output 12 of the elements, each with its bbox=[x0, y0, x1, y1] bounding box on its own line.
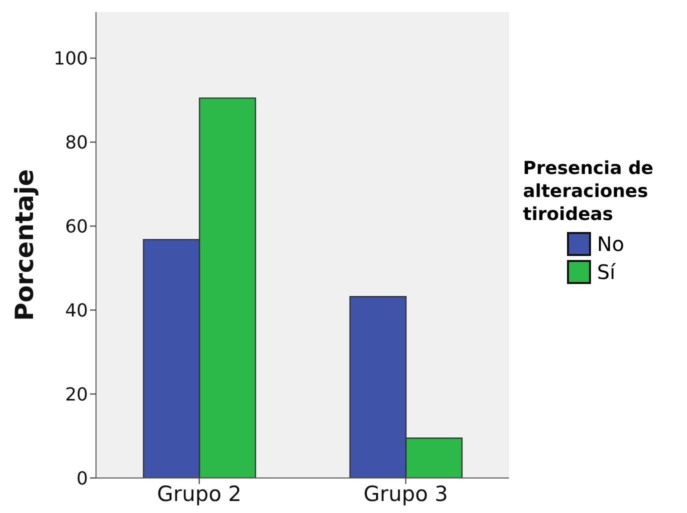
y-tick-label: 80 bbox=[65, 132, 88, 154]
y-tick-label: 0 bbox=[76, 468, 88, 490]
y-tick-label: 100 bbox=[54, 48, 88, 70]
x-tick-label: Grupo 2 bbox=[157, 482, 242, 506]
legend-label: No bbox=[597, 232, 624, 256]
legend-title: Presencia de alteraciones tiroideas bbox=[523, 157, 654, 226]
y-tick-label: 40 bbox=[65, 300, 88, 322]
legend-label: Sí bbox=[597, 260, 616, 284]
y-tick-label: 60 bbox=[65, 216, 88, 238]
y-tick-label: 20 bbox=[65, 384, 88, 406]
x-tick-label: Grupo 3 bbox=[364, 482, 448, 506]
y-axis-title: Porcentaje bbox=[10, 169, 39, 321]
